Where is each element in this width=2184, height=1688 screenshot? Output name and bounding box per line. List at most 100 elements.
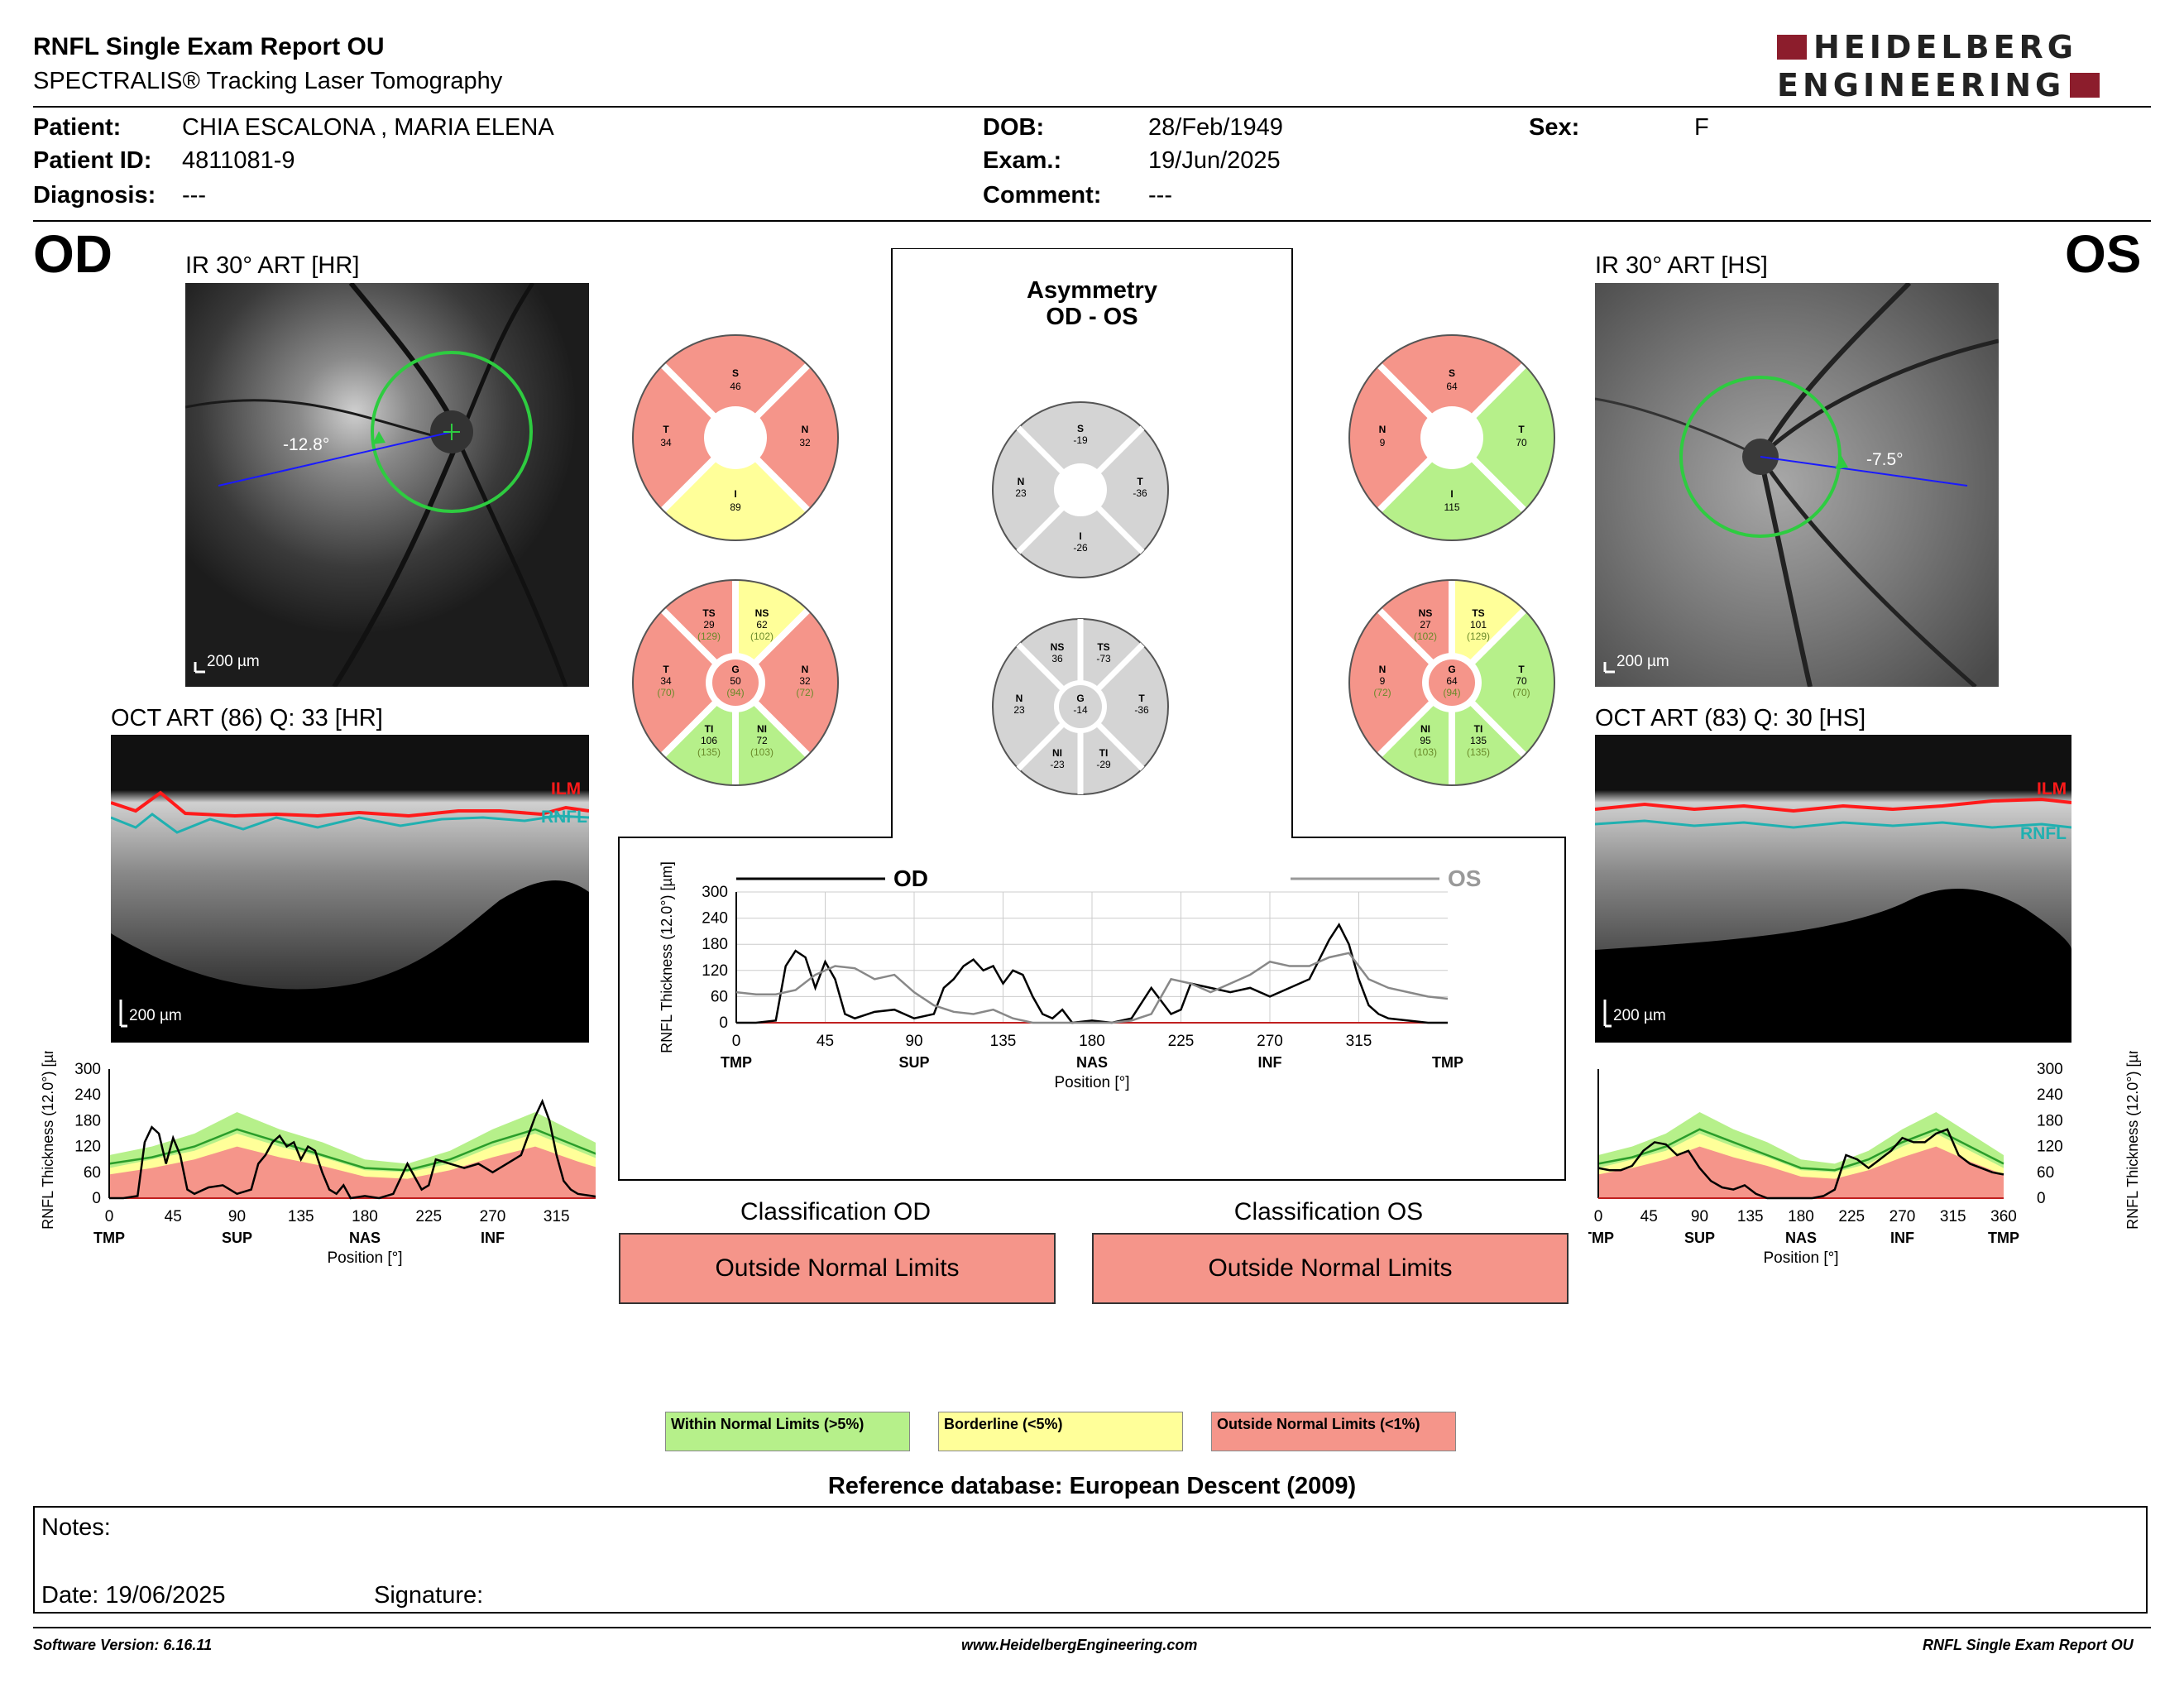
os-ilm-label: ILM	[2037, 779, 2067, 798]
asym-sector6-chart: NS 36 TS -73 T -36 TI -29 NI -23 N 23 G …	[992, 618, 1169, 795]
svg-text:T: T	[663, 424, 669, 435]
x-tick-label: 45	[1640, 1208, 1658, 1225]
svg-text:NS: NS	[755, 607, 769, 619]
os-scan-circle	[1679, 376, 1842, 538]
x-axis-label: Position [°]	[327, 1249, 402, 1267]
legend-os-label: OS	[1448, 866, 1481, 891]
svg-text:T: T	[663, 664, 669, 675]
x-tick-label: 180	[1079, 1033, 1105, 1050]
x-tick-label: 0	[732, 1033, 741, 1050]
od-scan-circle	[371, 351, 533, 513]
os-oct-scale: 200 µm	[1613, 1007, 1666, 1024]
svg-text:S: S	[1449, 367, 1455, 379]
series-line-0	[736, 922, 1448, 1024]
x-sector-label: NAS	[1076, 1054, 1108, 1071]
x-tick-label: 225	[415, 1208, 442, 1225]
os-n6-value: 9	[1380, 675, 1386, 687]
x-axis-label: Position [°]	[1763, 1249, 1838, 1267]
od-i-value: 89	[730, 501, 741, 513]
y-tick-label: 0	[719, 1014, 728, 1032]
os-ts-value: 101	[1470, 619, 1487, 631]
y-tick-label: 240	[74, 1086, 101, 1104]
od-t6-value: 34	[660, 675, 672, 687]
od-g-value: 50	[730, 675, 741, 687]
x-sector-label: SUP	[898, 1054, 929, 1071]
od-ts-value: 29	[703, 619, 715, 631]
dob-value: 28/Feb/1949	[1148, 114, 1283, 141]
svg-text:G: G	[731, 664, 739, 675]
legend-within-normal: Within Normal Limits (>5%)	[665, 1412, 910, 1451]
dob-label: DOB:	[983, 114, 1045, 141]
od-sector6-chart: TS 29 (129) NS 62 (102) N 32 (72) NI 72 …	[632, 579, 839, 786]
notes-label: Notes:	[41, 1514, 111, 1541]
x-tick-label: 45	[165, 1208, 182, 1225]
svg-text:NI: NI	[1052, 747, 1062, 759]
x-tick-label: 90	[1691, 1208, 1708, 1225]
website-link[interactable]: www.HeidelbergEngineering.com	[961, 1637, 1198, 1653]
od-s-value: 46	[730, 381, 741, 392]
x-tick-label: 315	[544, 1208, 570, 1225]
svg-text:T: T	[1138, 693, 1145, 704]
reference-database: Reference database: European Descent (20…	[827, 1473, 1357, 1499]
asym-n6-value: 23	[1013, 704, 1025, 716]
patient-value: CHIA ESCALONA , MARIA ELENA	[182, 114, 554, 141]
x-tick-label: 225	[1838, 1208, 1865, 1225]
legend-outside-normal: Outside Normal Limits (<1%)	[1211, 1412, 1456, 1451]
y-tick-label: 0	[92, 1190, 101, 1207]
software-version: Software Version: 6.16.11	[33, 1637, 213, 1653]
sex-value: F	[1694, 114, 1709, 141]
od-oct-scale: 200 µm	[129, 1007, 182, 1024]
svg-text:N: N	[802, 664, 809, 675]
svg-text:TS: TS	[1472, 607, 1484, 619]
os-sector6-chart: NS 27 (102) TS 101 (129) T 70 (70) TI 13…	[1348, 579, 1555, 786]
diagnosis-label: Diagnosis:	[33, 182, 156, 209]
os-n6-normal: (72)	[1373, 687, 1391, 698]
y-tick-label: 60	[84, 1164, 101, 1182]
svg-text:I: I	[734, 488, 736, 500]
od-n6-value: 32	[799, 675, 811, 687]
od-t6-normal: (70)	[657, 687, 674, 698]
asym-ni-value: -23	[1050, 759, 1065, 770]
od-ts-normal: (129)	[697, 631, 721, 642]
y-tick-label: 60	[711, 988, 728, 1005]
svg-text:T: T	[1137, 476, 1143, 487]
x-sector-label: NAS	[1785, 1230, 1817, 1246]
report-title: RNFL Single Exam Report OU	[33, 33, 385, 60]
os-n-value: 9	[1380, 437, 1386, 448]
heidelberg-logo: HEIDELBERG ENGINEERING	[1777, 31, 2153, 104]
x-sector-label: TMP	[1432, 1054, 1463, 1071]
y-axis-label: RNFL Thickness (12.0°) [µm]	[40, 1051, 56, 1230]
asym-ns-value: 36	[1051, 653, 1063, 664]
series-line-0	[109, 1098, 596, 1200]
os-thickness-chart: 300 240 180 120 60 0 0 45 90 135 180 225 270 315 360 TM…	[1588, 1051, 2141, 1267]
svg-text:S: S	[1077, 423, 1084, 434]
x-tick-label: 225	[1168, 1033, 1195, 1050]
patient-rule	[33, 220, 2151, 222]
od-rnfl-label: RNFL	[541, 808, 587, 827]
y-tick-label: 240	[702, 910, 728, 928]
y-tick-label: 180	[74, 1112, 101, 1129]
x-tick-label: 180	[1788, 1208, 1814, 1225]
os-fundus-image: -7.5° 200 µm	[1595, 283, 1999, 687]
report-name-footer: RNFL Single Exam Report OU	[1923, 1637, 2134, 1653]
od-fundus-image: -12.8° 200 µm	[185, 283, 589, 687]
od-ns-normal: (102)	[750, 631, 774, 642]
svg-text:TI: TI	[1474, 723, 1483, 735]
x-tick-label: 135	[1737, 1208, 1764, 1225]
date-label: Date: 19/06/2025	[41, 1582, 226, 1609]
x-tick-label: 90	[228, 1208, 246, 1225]
os-fundus-scale: 200 µm	[1616, 653, 1669, 670]
svg-text:T: T	[1518, 424, 1525, 435]
od-classification-box: Outside Normal Limits	[619, 1233, 1056, 1304]
y-tick-label: 300	[2037, 1061, 2063, 1078]
os-g-value: 64	[1446, 675, 1458, 687]
od-angle-label: -12.8°	[283, 435, 329, 454]
normative-band-2	[1598, 1146, 2004, 1198]
asym-g-value: -14	[1073, 704, 1088, 716]
od-eye-label: OD	[33, 224, 113, 284]
y-tick-label: 0	[2037, 1190, 2046, 1207]
x-tick-label: 90	[905, 1033, 922, 1050]
os-ni-value: 95	[1420, 735, 1431, 746]
asym-n-value: 23	[1015, 487, 1027, 499]
od-ir-caption: IR 30° ART [HR]	[185, 252, 360, 279]
